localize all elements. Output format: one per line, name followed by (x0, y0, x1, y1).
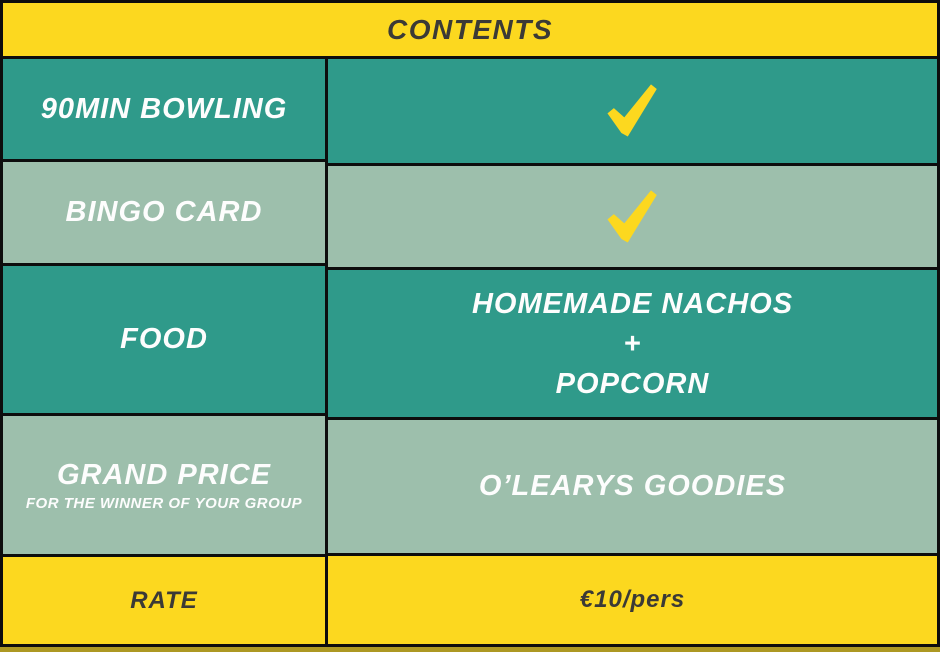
grand-price-value-cell: O’LEARYS GOODIES (328, 420, 937, 553)
value-column: HOMEMADE NACHOS + POPCORN O’LEARYS GOODI… (328, 59, 937, 644)
bingo-label: BINGO CARD (65, 196, 263, 228)
grand-price-sublabel: FOR THE WINNER OF YOUR GROUP (25, 494, 303, 512)
bowling-value-cell (328, 59, 937, 163)
food-value-cell: HOMEMADE NACHOS + POPCORN (328, 270, 937, 417)
grand-price-label: GRAND PRICE (56, 458, 271, 491)
food-label: FOOD (120, 323, 208, 355)
bingo-value-cell (328, 166, 937, 267)
rate-value-cell: €10/pers (328, 556, 937, 644)
bowling-label: 90MIN BOWLING (40, 92, 288, 125)
food-label-cell: FOOD (3, 266, 325, 413)
food-value-line-3: POPCORN (555, 367, 710, 400)
food-value-line-1: HOMEMADE NACHOS (471, 287, 794, 320)
label-column: 90MIN BOWLING BINGO CARD FOOD GRAND PRIC… (3, 59, 325, 644)
rate-label-cell: RATE (3, 557, 325, 644)
rate-value: €10/pers (579, 586, 686, 613)
table-title: CONTENTS (387, 13, 553, 45)
checkmark-icon (606, 84, 657, 137)
checkmark-icon (606, 189, 657, 243)
bingo-label-cell: BINGO CARD (3, 162, 325, 263)
grand-price-label-cell: GRAND PRICE FOR THE WINNER OF YOUR GROUP (3, 416, 325, 554)
table-body: 90MIN BOWLING BINGO CARD FOOD GRAND PRIC… (3, 59, 937, 644)
table-header: CONTENTS (3, 3, 937, 56)
grand-price-value: O’LEARYS GOODIES (478, 470, 787, 502)
rate-label: RATE (130, 586, 198, 614)
bowling-label-cell: 90MIN BOWLING (3, 59, 325, 159)
food-value-line-2: + (623, 327, 642, 360)
